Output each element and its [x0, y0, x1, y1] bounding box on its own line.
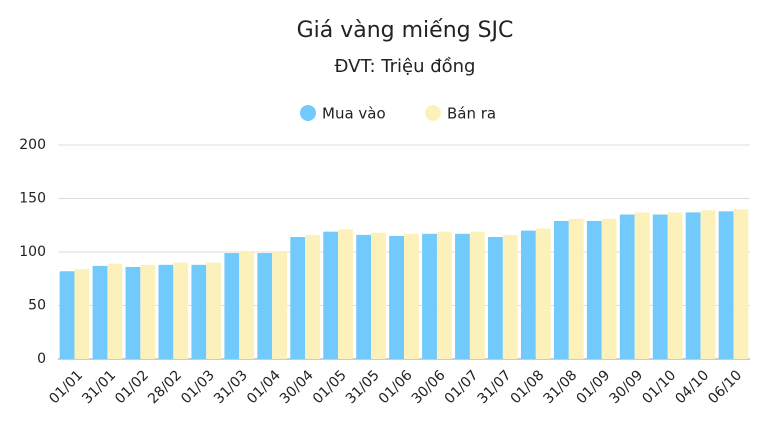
bar [356, 234, 372, 359]
bar [586, 220, 602, 359]
x-tick-label: 01/04 [244, 367, 284, 407]
x-tick-label: 31/07 [475, 367, 515, 407]
y-tick-label: 150 [19, 191, 46, 207]
bar [520, 230, 536, 359]
bar [619, 214, 635, 359]
legend-swatch [425, 105, 441, 121]
bar [436, 231, 452, 359]
x-tick-label: 01/05 [310, 367, 350, 407]
bar [601, 218, 617, 359]
bar [224, 253, 240, 359]
x-tick-label: 31/05 [343, 367, 383, 407]
x-tick-label: 01/10 [639, 367, 679, 407]
x-tick-label: 01/02 [112, 367, 152, 407]
bar [404, 233, 419, 359]
y-tick-label: 100 [19, 244, 46, 260]
bar [305, 234, 320, 359]
x-tick-label: 30/06 [409, 367, 449, 407]
bar [140, 264, 156, 359]
chart-subtitle: ĐVT: Triệu đồng [335, 56, 476, 77]
x-tick-label: 01/01 [46, 367, 86, 407]
legend-swatch [300, 105, 316, 121]
bar [469, 231, 485, 359]
bar [535, 228, 551, 359]
x-tick-label: 30/09 [606, 367, 646, 407]
bar [158, 264, 174, 359]
bar [239, 250, 255, 359]
bar [92, 265, 108, 359]
bar [488, 237, 503, 359]
bar [685, 212, 701, 359]
x-tick-label: 31/03 [211, 367, 251, 407]
bar [257, 253, 273, 359]
bar [389, 235, 404, 359]
x-tick-label: 06/10 [705, 367, 745, 407]
bar [652, 214, 668, 359]
x-tick-label: 04/10 [672, 367, 712, 407]
x-tick-label: 30/04 [277, 367, 317, 407]
x-tick-label: 31/08 [541, 367, 581, 407]
x-tick-label: 01/08 [508, 367, 548, 407]
bar [338, 229, 353, 359]
bar [59, 271, 75, 359]
bar [455, 233, 470, 359]
bar [700, 210, 716, 359]
bar [125, 266, 141, 359]
bar [272, 250, 288, 359]
bar [290, 237, 306, 359]
bar [568, 218, 584, 359]
bar [323, 231, 339, 359]
bar [107, 263, 123, 359]
bar [191, 264, 207, 359]
x-tick-label: 28/02 [145, 367, 185, 407]
bar [667, 212, 683, 359]
bar [718, 211, 734, 359]
bar [173, 262, 189, 359]
bar [422, 233, 437, 359]
bar [502, 234, 518, 359]
legend-label: Mua vào [322, 105, 386, 123]
y-tick-label: 50 [28, 298, 46, 314]
bar [553, 220, 569, 359]
bar [74, 269, 90, 359]
legend-label: Bán ra [447, 105, 496, 123]
chart-title: Giá vàng miếng SJC [297, 18, 514, 43]
bar [733, 209, 749, 359]
bar [371, 232, 386, 359]
x-tick-label: 01/06 [376, 367, 416, 407]
y-tick-label: 200 [19, 137, 46, 153]
x-tick-label: 01/07 [442, 367, 482, 407]
bar [634, 212, 650, 359]
x-tick-label: 01/09 [574, 367, 614, 407]
x-tick-label: 01/03 [178, 367, 218, 407]
x-tick-label: 31/01 [79, 367, 119, 407]
bar [206, 262, 222, 359]
y-tick-label: 0 [37, 351, 46, 367]
